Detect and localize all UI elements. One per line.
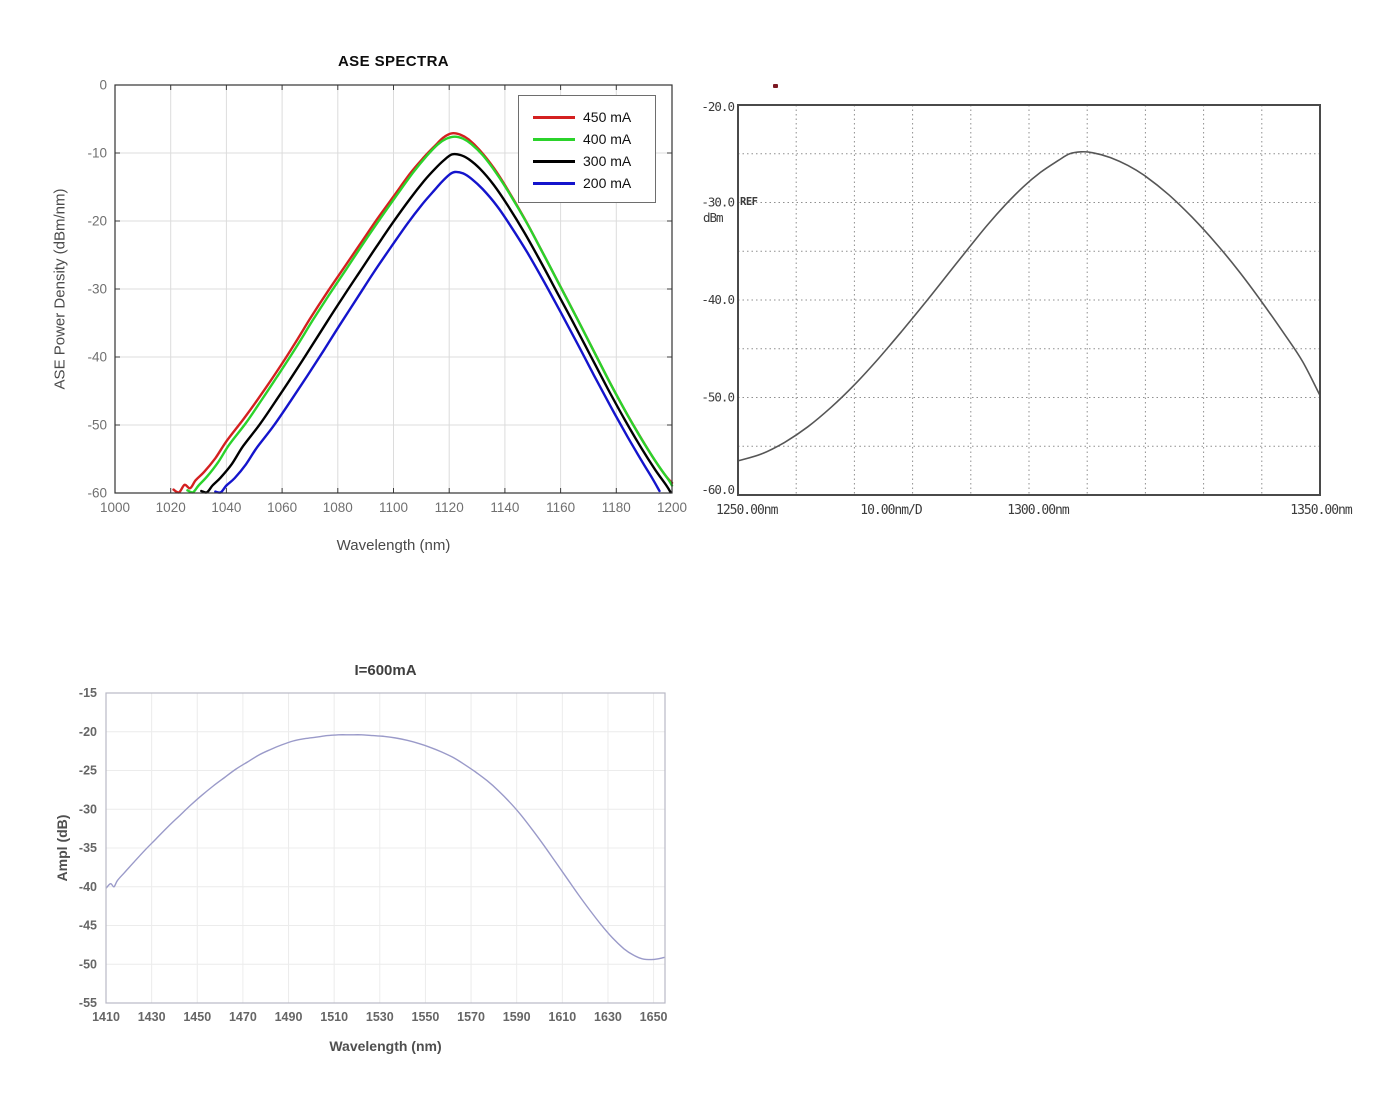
y-tick-label: -50 (87, 418, 107, 433)
series-400-mA (186, 135, 674, 494)
y-tick-label: -40 (79, 880, 97, 894)
legend-label: 300 mA (583, 153, 632, 169)
x-tick-label: 1650 (640, 1010, 668, 1024)
x-tick-label: 1430 (138, 1010, 166, 1024)
plot-frame (737, 104, 1321, 496)
x-tick-label: 1470 (229, 1010, 257, 1024)
x-tick-label: 1060 (267, 500, 297, 515)
legend-line-swatch (533, 159, 575, 163)
y-tick-label: -40.0 (701, 292, 734, 307)
y-tick-label: -20 (79, 725, 97, 739)
legend: 450 mA 400 mA 300 mA 200 mA (518, 95, 656, 203)
y-tick-label: -30.0 (701, 195, 734, 210)
x-tick-label: 1020 (156, 500, 186, 515)
osa-plot: -20.0 -30.0 -40.0 -50.0 -60.0 1250.00nm 10.00n… (701, 99, 1354, 518)
unit-label: dBm (703, 210, 724, 225)
x-tick-label: 1550 (412, 1010, 440, 1024)
y-axis-label: Ampl (dB) (54, 814, 70, 882)
x-tick-label: 1530 (366, 1010, 394, 1024)
y-tick-label: -50.0 (701, 390, 734, 405)
y-tick-label: -20.0 (701, 99, 734, 114)
osa-trace (737, 150, 1321, 462)
plot-frame (105, 692, 666, 1004)
y-tick-label: -30 (79, 802, 97, 816)
legend-line-swatch (533, 137, 575, 141)
legend-item: 450 mA (533, 106, 647, 128)
x-tick-label: 1040 (211, 500, 241, 515)
legend-label: 400 mA (583, 131, 632, 147)
gain-curve (105, 734, 666, 961)
x-tick-label: 1490 (275, 1010, 303, 1024)
legend-item: 400 mA (533, 128, 647, 150)
y-tick-label: -30 (87, 282, 107, 297)
x-tick-label: 1590 (503, 1010, 531, 1024)
legend-label: 200 mA (583, 175, 632, 191)
plot-frame (114, 84, 673, 494)
y-axis-label: ASE Power Density (dBm/nm) (51, 188, 69, 390)
x-axis-label: Wavelength (nm) (336, 537, 451, 554)
y-tick-label: -60.0 (701, 482, 734, 497)
x-axis-text: 1300.00nm (1007, 503, 1070, 518)
x-tick-label: 1510 (320, 1010, 348, 1024)
y-tick-label: -10 (87, 146, 107, 161)
legend-item: 300 mA (533, 150, 647, 172)
x-tick-label: 1570 (457, 1010, 485, 1024)
legend-item: 200 mA (533, 172, 647, 194)
legend-line-swatch (533, 181, 575, 185)
chart-title: I=600mA (354, 662, 417, 679)
y-tick-label: -55 (79, 996, 97, 1010)
x-axis-text: 1350.00nm (1290, 503, 1353, 518)
y-tick-label: -45 (79, 919, 97, 933)
y-tick-label: -25 (79, 764, 97, 778)
y-tick-label: -15 (79, 686, 97, 700)
x-tick-label: 1450 (183, 1010, 211, 1024)
legend-label: 450 mA (583, 109, 632, 125)
x-tick-label: 1410 (92, 1010, 120, 1024)
x-tick-label: 1200 (657, 500, 687, 515)
y-tick-label: -20 (87, 214, 107, 229)
chart-title: ASE SPECTRA (337, 53, 450, 70)
x-tick-label: 1630 (594, 1010, 622, 1024)
ase-spectra-plot: 1000 1020 1040 1060 1080 1100 1120 1140 1160 1180… (87, 78, 687, 516)
x-tick-label: 1140 (490, 500, 519, 515)
x-tick-label: 1160 (546, 500, 575, 515)
x-tick-label: 1610 (548, 1010, 576, 1024)
gain-plot: 1410 1430 1450 1470 1490 1510 1530 1550 1570 1590… (79, 686, 668, 1024)
series-200-mA (214, 170, 661, 494)
y-tick-label: 0 (99, 78, 107, 93)
marker-dot (773, 84, 778, 88)
y-tick-label: -60 (87, 486, 107, 501)
x-tick-label: 1120 (435, 500, 464, 515)
ase-spectra-chart: 1000 1020 1040 1060 1080 1100 1120 1140 1160 1180… (30, 25, 690, 590)
series-300-mA (200, 152, 672, 494)
x-tick-label: 1080 (323, 500, 353, 515)
y-tick-label: -40 (87, 350, 107, 365)
x-tick-label: 1100 (379, 500, 408, 515)
x-axis-text: 1250.00nm (716, 503, 779, 518)
x-axis-text: 10.00nm/D (860, 503, 923, 518)
x-axis-label: Wavelength (nm) (329, 1038, 442, 1054)
y-tick-label: -35 (79, 841, 97, 855)
y-tick-label: -50 (79, 957, 97, 971)
x-tick-label: 1000 (100, 500, 130, 515)
x-tick-label: 1180 (602, 500, 631, 515)
gain-spectrum-chart: 1410 1430 1450 1470 1490 1510 1530 1550 1570 1590… (40, 650, 720, 1110)
osa-trace-chart: -20.0 -30.0 -40.0 -50.0 -60.0 1250.00nm 10.00n… (700, 55, 1395, 535)
ref-label: REF (740, 196, 758, 208)
legend-line-swatch (533, 115, 575, 119)
